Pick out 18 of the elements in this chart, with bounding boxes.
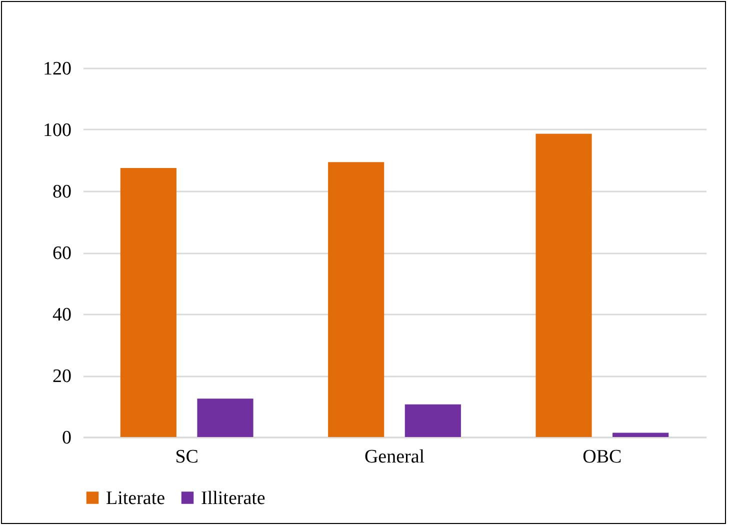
bar [120, 168, 176, 437]
legend-label: Illiterate [201, 488, 266, 509]
legend-label: Literate [106, 488, 166, 509]
y-tick-label: 80 [52, 182, 72, 202]
y-tick-label: 60 [52, 243, 72, 264]
x-tick-label: General [364, 446, 425, 468]
y-tick-label: 40 [52, 304, 72, 326]
bar [404, 404, 461, 437]
x-tick-label: SC [175, 446, 198, 468]
bar [536, 134, 592, 437]
y-tick-label: 0 [62, 428, 72, 448]
x-tick-label: OBC [582, 446, 622, 468]
bar [197, 398, 254, 437]
y-tick-label: 120 [43, 58, 72, 80]
bar [612, 432, 669, 437]
bar [328, 162, 384, 437]
y-tick-label: 100 [43, 120, 72, 141]
y-tick-label: 20 [52, 366, 72, 387]
